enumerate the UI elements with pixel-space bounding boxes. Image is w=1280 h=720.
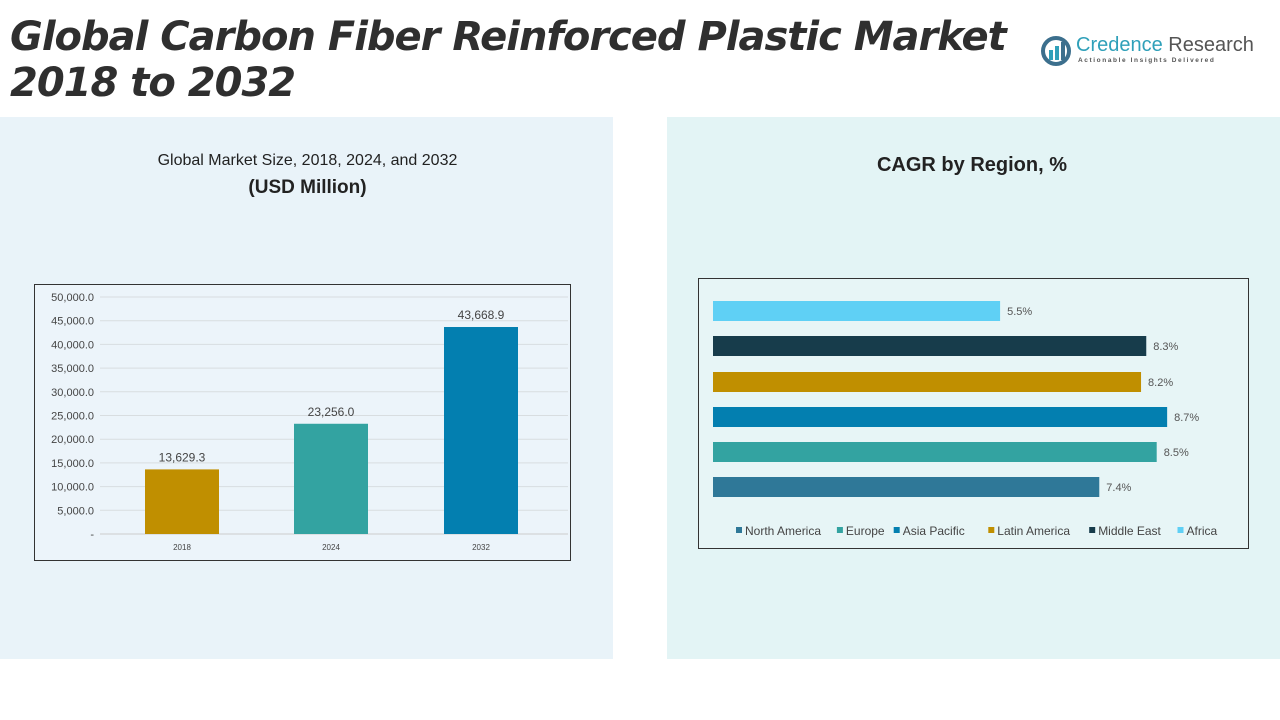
bar-2018 xyxy=(145,469,219,534)
credence-research-logo: Credence Research Actionable Insights De… xyxy=(1040,32,1260,72)
data-label: 13,629.3 xyxy=(159,450,206,464)
legend-swatch xyxy=(1089,527,1096,533)
y-tick-label: 35,000.0 xyxy=(51,363,94,375)
bar-middle-east xyxy=(713,336,1147,356)
data-label: 23,256.0 xyxy=(308,405,355,419)
data-label: 7.4% xyxy=(1106,482,1131,494)
logo-name-1: Credence xyxy=(1076,34,1163,56)
y-tick-label: 30,000.0 xyxy=(51,387,94,399)
y-tick-label: 15,000.0 xyxy=(51,458,94,470)
legend-swatch xyxy=(988,527,995,533)
bar-europe xyxy=(713,442,1157,462)
legend-item: Africa xyxy=(1187,524,1218,538)
x-tick-label: 2018 xyxy=(173,543,191,552)
y-tick-label: 45,000.0 xyxy=(51,316,94,328)
legend-item: Latin America xyxy=(997,524,1070,538)
data-label: 8.5% xyxy=(1164,447,1189,459)
logo-name: Credence Research xyxy=(1076,34,1254,57)
x-tick-label: 2032 xyxy=(472,543,490,552)
legend-swatch xyxy=(736,527,742,533)
y-tick-label: 5,000.0 xyxy=(57,505,94,517)
logo-tagline: Actionable Insights Delivered xyxy=(1078,57,1216,64)
legend-item: Europe xyxy=(846,524,885,538)
bar-2024 xyxy=(294,423,368,534)
data-label: 5.5% xyxy=(1007,306,1032,318)
title-line-2: 2018 to 2032 xyxy=(10,60,296,106)
legend-swatch xyxy=(1177,527,1184,533)
bar-africa xyxy=(713,301,1001,321)
y-tick-label: 40,000.0 xyxy=(51,339,94,351)
legend-item: North America xyxy=(745,524,821,538)
bar-asia-pacific xyxy=(713,407,1168,427)
y-tick-label: 50,000.0 xyxy=(51,292,94,304)
data-label: 8.7% xyxy=(1174,412,1199,424)
y-tick-label: 25,000.0 xyxy=(51,411,94,423)
data-label: 43,668.9 xyxy=(458,308,505,322)
data-label: 8.2% xyxy=(1148,377,1173,389)
logo-icon xyxy=(1041,36,1071,66)
bar-north-america xyxy=(713,477,1100,497)
left-chart-subtitle: (USD Million) xyxy=(248,177,367,198)
left-chart-title: Global Market Size, 2018, 2024, and 2032 xyxy=(157,152,458,169)
legend-swatch xyxy=(893,527,900,533)
data-label: 8.3% xyxy=(1153,341,1178,353)
legend-item: Asia Pacific xyxy=(903,524,965,538)
y-tick-label: 10,000.0 xyxy=(51,482,94,494)
bar-2032 xyxy=(444,327,518,534)
bar-latin-america xyxy=(713,372,1142,392)
title-line-1: Global Carbon Fiber Reinforced Plastic M… xyxy=(10,14,1007,60)
logo-name-2: Research xyxy=(1162,34,1254,56)
legend-item: Middle East xyxy=(1098,524,1161,538)
legend-swatch xyxy=(836,527,843,533)
right-chart-title: CAGR by Region, % xyxy=(876,154,1067,176)
x-tick-label: 2024 xyxy=(322,543,340,552)
y-tick-label: 20,000.0 xyxy=(51,434,94,446)
page-title: Global Carbon Fiber Reinforced Plastic M… xyxy=(10,14,1007,106)
y-tick-label: - xyxy=(90,529,94,541)
